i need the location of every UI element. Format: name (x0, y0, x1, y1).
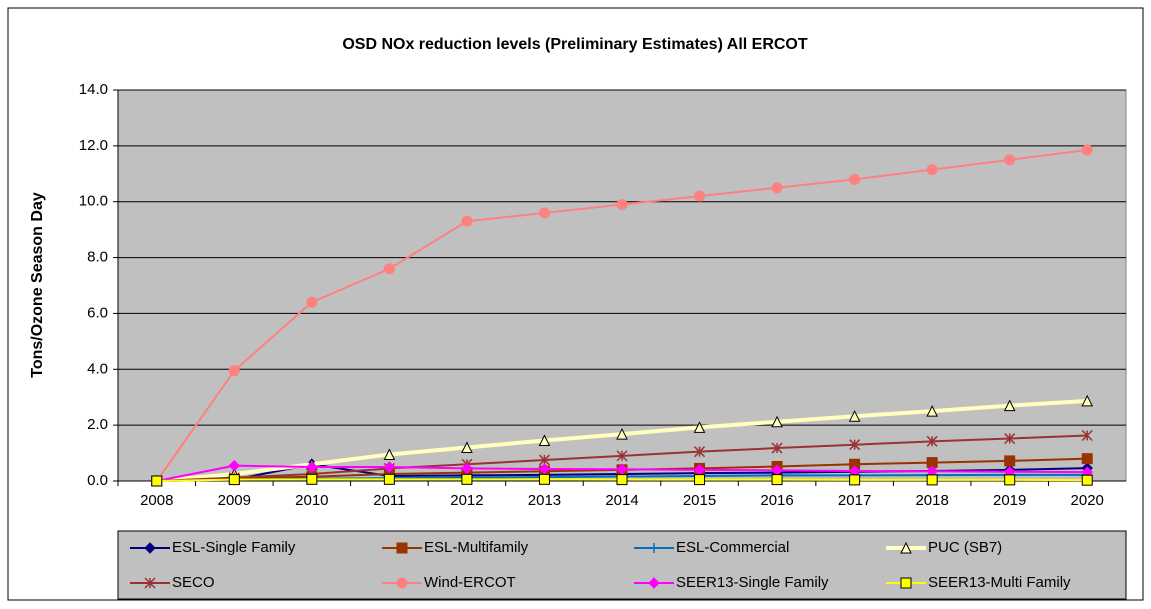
x-tick-label: 2019 (993, 492, 1026, 509)
marker (1004, 474, 1016, 486)
marker (1081, 394, 1094, 407)
marker (616, 427, 628, 440)
marker (461, 462, 473, 475)
marker (771, 182, 783, 194)
marker (538, 207, 550, 219)
marker (616, 199, 628, 211)
marker (383, 461, 396, 473)
marker (461, 215, 473, 227)
marker (396, 542, 408, 554)
marker (849, 474, 861, 486)
marker (771, 415, 783, 428)
marker (228, 365, 240, 377)
x-tick-label: 2011 (373, 492, 405, 509)
marker (926, 474, 938, 486)
x-tick-label: 2008 (140, 492, 173, 509)
chart-title: OSD NOx reduction levels (Preliminary Es… (342, 36, 808, 53)
y-tick-label: 14.0 (79, 81, 108, 98)
y-tick-label: 6.0 (87, 304, 108, 321)
marker (1081, 429, 1093, 442)
marker (694, 190, 706, 202)
marker (926, 164, 938, 176)
marker (144, 542, 156, 554)
x-tick-label: 2010 (295, 492, 328, 509)
marker (900, 541, 912, 554)
marker (396, 577, 408, 589)
marker (306, 461, 318, 473)
y-tick-label: 2.0 (87, 416, 108, 433)
legend-label: SECO (172, 574, 215, 591)
marker (1004, 433, 1016, 445)
marker (461, 441, 473, 453)
legend-label: SEER13-Single Family (676, 574, 829, 591)
y-axis-label: Tons/Ozone Season Day (29, 192, 46, 378)
marker (1081, 144, 1093, 156)
x-tick-label: 2015 (683, 492, 716, 509)
marker (228, 459, 241, 472)
marker (306, 473, 318, 485)
x-tick-label: 2009 (218, 492, 251, 509)
y-tick-label: 10.0 (79, 193, 108, 210)
marker (538, 473, 550, 485)
marker (1081, 474, 1093, 486)
marker (616, 474, 628, 486)
plot-area (117, 89, 1127, 482)
y-tick-label: 4.0 (87, 360, 108, 377)
marker (1004, 455, 1016, 467)
legend-label: ESL-Commercial (676, 539, 789, 556)
x-tick-label: 2014 (605, 492, 638, 509)
marker (306, 296, 318, 308)
y-tick-label: 0.0 (87, 472, 108, 489)
y-tick-label: 8.0 (87, 249, 108, 266)
x-tick-label: 2012 (450, 492, 483, 509)
legend-label: ESL-Multifamily (424, 539, 529, 556)
x-tick-label: 2020 (1071, 492, 1104, 509)
marker (461, 473, 473, 485)
marker (771, 474, 783, 486)
marker (1004, 154, 1016, 166)
marker (1081, 453, 1093, 465)
marker (849, 439, 861, 451)
marker (926, 405, 938, 417)
marker (383, 473, 395, 485)
marker (383, 448, 396, 460)
x-tick-label: 2017 (838, 492, 871, 509)
marker (648, 577, 660, 589)
legend-label: Wind-ERCOT (424, 574, 516, 591)
x-tick-label: 2016 (760, 492, 793, 509)
marker (383, 263, 395, 275)
marker (771, 442, 783, 454)
marker (848, 410, 861, 422)
marker (616, 450, 628, 462)
x-tick-label: 2013 (528, 492, 561, 509)
legend (117, 530, 1127, 600)
y-tick-label: 12.0 (79, 137, 108, 154)
x-tick-label: 2018 (915, 492, 948, 509)
legend-label: ESL-Single Family (172, 539, 296, 556)
legend-label: SEER13-Multi Family (928, 574, 1071, 591)
marker (926, 435, 938, 447)
marker (900, 577, 912, 589)
marker (144, 577, 156, 589)
marker (538, 434, 551, 447)
marker (849, 173, 861, 185)
legend-label: PUC (SB7) (928, 539, 1002, 556)
marker (694, 446, 706, 458)
marker (1003, 399, 1016, 412)
marker (228, 474, 240, 486)
marker (649, 543, 659, 553)
marker (693, 421, 706, 433)
marker (694, 474, 706, 486)
marker (151, 475, 163, 487)
